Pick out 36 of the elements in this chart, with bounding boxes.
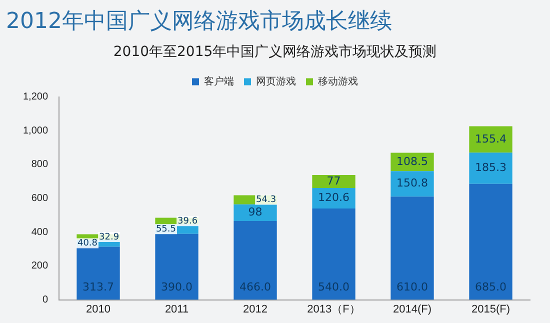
legend-label: 移动游戏 (318, 76, 358, 88)
data-label: 98 (248, 206, 262, 219)
data-label: 54.3 (256, 195, 276, 206)
legend-label: 客户端 (204, 76, 234, 88)
y-tick-label: 800 (31, 159, 48, 170)
data-label: 155.4 (475, 132, 506, 146)
y-tick-label: 200 (31, 260, 48, 272)
data-label: 685.0 (475, 280, 506, 294)
x-tick-label: 2013（F） (307, 303, 360, 316)
data-label: 120.6 (318, 191, 350, 204)
data-label: 108.5 (396, 154, 428, 168)
data-label: 466.0 (240, 280, 272, 294)
data-label: 150.8 (396, 176, 428, 190)
x-tick-label: 2010 (86, 303, 111, 316)
data-label: 32.9 (99, 232, 120, 242)
x-tick-label: 2012 (243, 303, 268, 316)
data-label: 77 (326, 174, 341, 188)
data-label: 313.7 (82, 280, 114, 294)
data-label: 40.8 (77, 238, 98, 249)
x-tick-label: 2014(F) (392, 303, 432, 316)
y-tick-label: 600 (31, 193, 48, 204)
y-tick-label: 400 (31, 226, 48, 238)
data-label: 185.3 (475, 161, 506, 174)
y-tick-label: 0 (42, 294, 48, 306)
y-tick-label: 1,200 (22, 92, 48, 103)
data-label: 390.0 (161, 280, 193, 294)
data-label: 55.5 (156, 224, 176, 234)
data-label: 610.0 (396, 280, 428, 294)
data-label: 39.6 (178, 216, 198, 226)
x-tick-label: 2011 (164, 303, 189, 316)
legend-label: 网页游戏 (256, 76, 296, 88)
y-tick-label: 1,000 (22, 125, 48, 136)
chart-subtitle: 2010年至2015年中国广义网络游戏市场现状及预测 (113, 44, 437, 60)
chart-title: 2012年中国广义网络游戏市场成长继续 (5, 8, 393, 36)
data-label: 540.0 (318, 280, 350, 294)
x-tick-label: 2015(F) (471, 303, 510, 316)
